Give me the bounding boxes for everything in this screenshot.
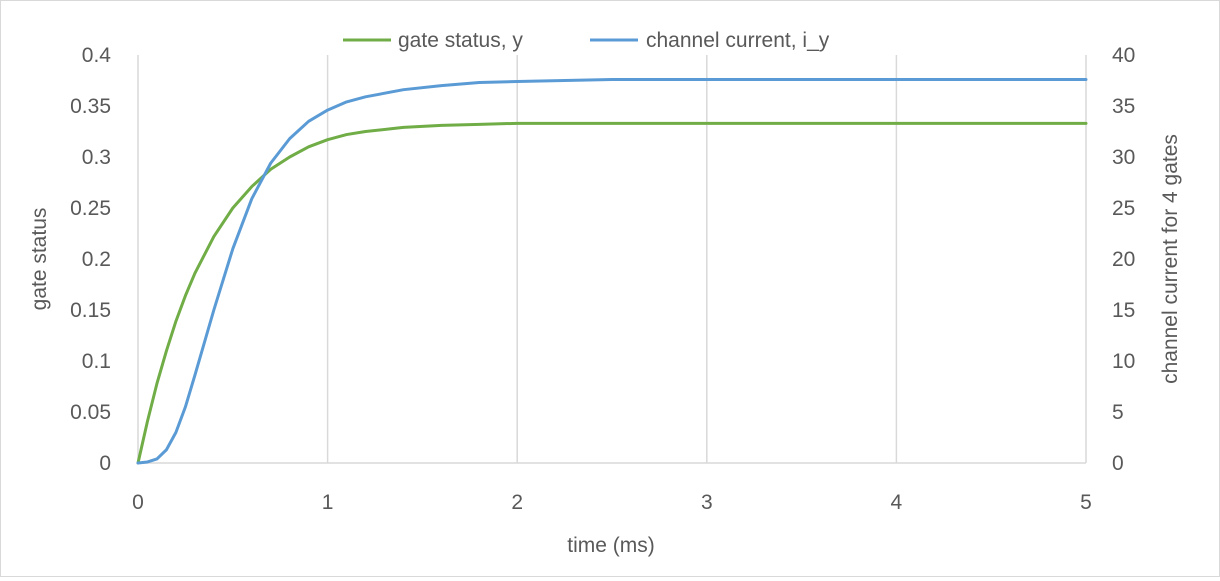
y2-tick-label: 25	[1112, 197, 1135, 220]
x-tick-label: 3	[701, 491, 713, 514]
x-tick-label: 1	[322, 491, 334, 514]
y-axis-title: gate status	[28, 208, 51, 311]
y2-tick-label: 10	[1112, 350, 1135, 373]
y2-tick-label: 0	[1112, 452, 1124, 475]
series-line-1	[136, 121, 1088, 465]
series-line-2	[136, 77, 1088, 465]
y-tick-label: 0.35	[70, 95, 111, 118]
y2-tick-label: 20	[1112, 248, 1135, 271]
y2-tick-label: 15	[1112, 299, 1135, 322]
y2-tick-label: 5	[1112, 401, 1124, 424]
x-tick-label: 0	[132, 491, 144, 514]
legend-label-1: gate status, y	[398, 29, 523, 52]
tick-labels: 0 1 2 3 4 500.050.10.150.20.250.30.350.405101…	[70, 44, 1135, 514]
series-lines	[136, 77, 1088, 465]
y-tick-label: 0.25	[70, 197, 111, 220]
legend-label-2: channel current, i_y	[646, 29, 830, 52]
y-tick-label: 0.2	[82, 248, 111, 271]
gridlines	[326, 55, 898, 463]
y-tick-label: 0.1	[82, 350, 111, 373]
y-tick-label: 0	[99, 452, 111, 475]
x-tick-label: 4	[891, 491, 903, 514]
axes	[137, 55, 1087, 464]
x-tick-label: 2	[511, 491, 523, 514]
y-tick-label: 0.3	[82, 146, 111, 169]
y2-tick-label: 35	[1112, 95, 1135, 118]
y2-tick-label: 40	[1112, 44, 1135, 67]
y-tick-label: 0.4	[82, 44, 112, 67]
x-axis-title: time (ms)	[567, 534, 655, 557]
y2-tick-label: 30	[1112, 146, 1135, 169]
y-tick-label: 0.05	[70, 401, 111, 424]
x-tick-label: 5	[1080, 491, 1092, 514]
legend: gate status, y channel current, i_y	[343, 29, 830, 52]
y2-axis-title: channel current for 4 gates	[1159, 134, 1182, 384]
y-tick-label: 0.15	[70, 299, 111, 322]
